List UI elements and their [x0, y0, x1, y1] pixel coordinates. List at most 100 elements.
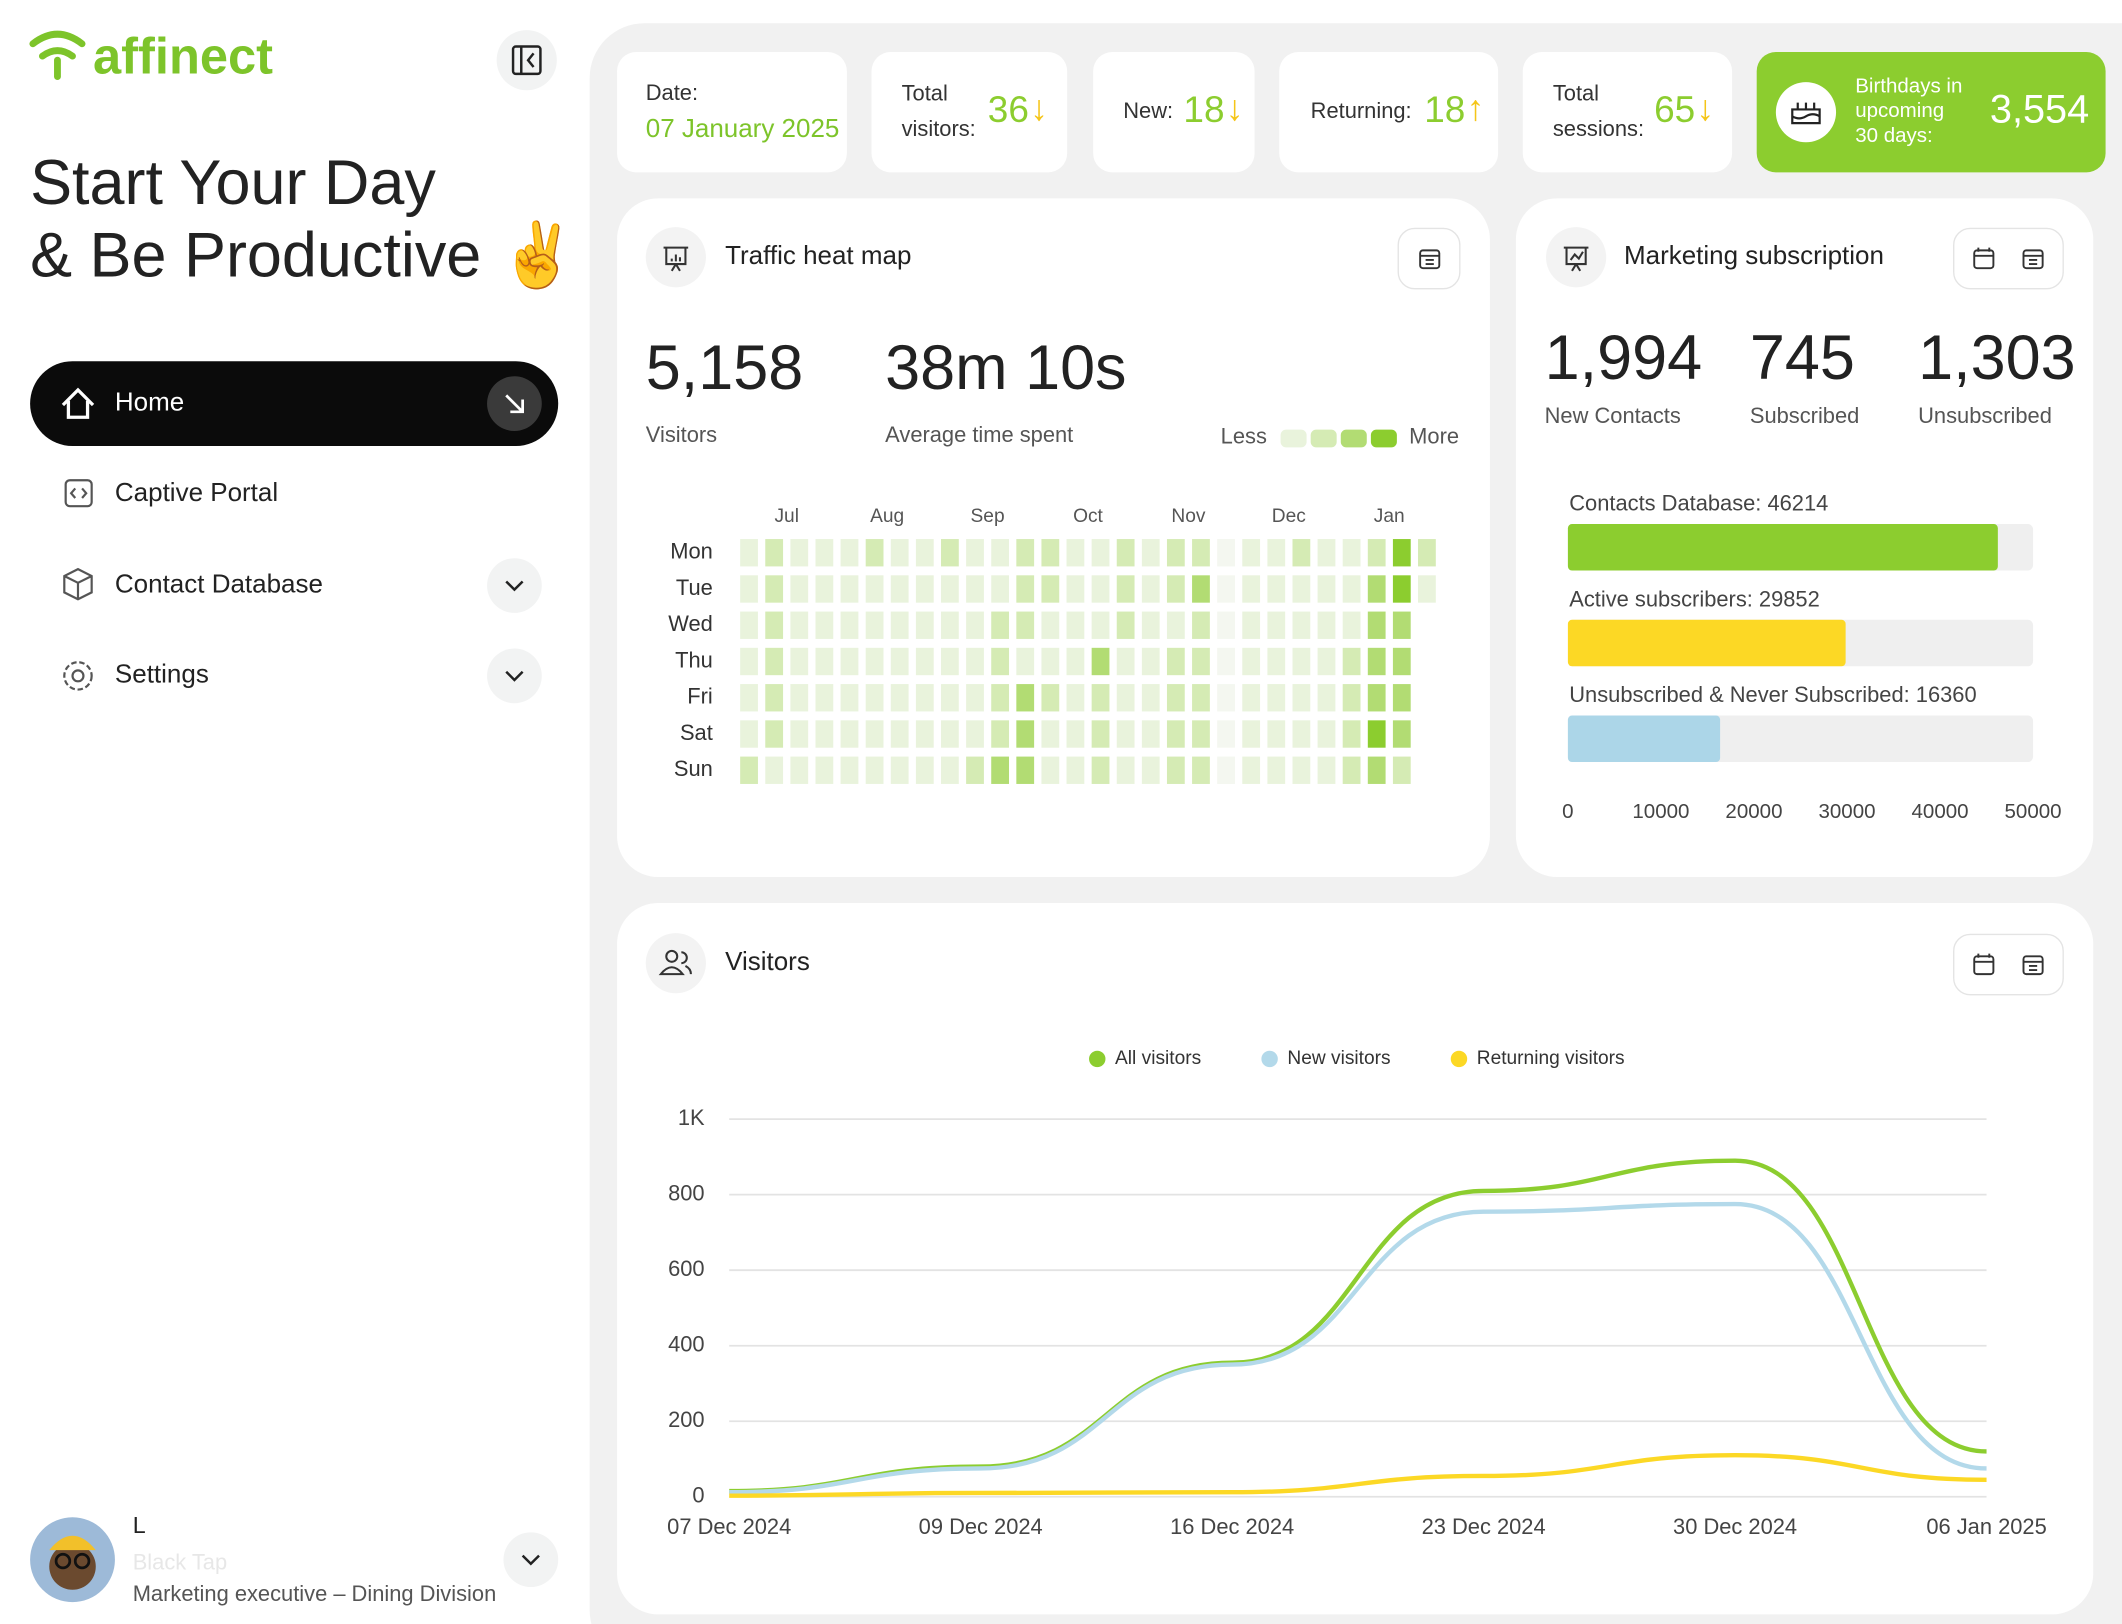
- nav-label[interactable]: Settings: [115, 659, 209, 689]
- expand-button[interactable]: [487, 558, 542, 613]
- heat-cell: [1242, 611, 1261, 639]
- heat-cell: [1242, 720, 1261, 748]
- heat-cell: [1066, 720, 1085, 748]
- heat-cell: [840, 756, 859, 784]
- heat-cell: [1267, 756, 1286, 784]
- x-tick-label: 07 Dec 2024: [667, 1514, 791, 1539]
- heat-cell: [790, 720, 809, 748]
- heat-cell: [1016, 575, 1035, 603]
- heat-cell: [1066, 575, 1085, 603]
- heat-cell: [1292, 575, 1311, 603]
- y-tick-label: 600: [668, 1256, 705, 1281]
- heat-cell: [1041, 720, 1060, 748]
- heat-cell: [740, 539, 758, 567]
- stat-value: 18: [1183, 89, 1224, 130]
- heat-cell: [1392, 647, 1411, 676]
- brand: affinect: [93, 28, 273, 85]
- heat-cell: [765, 575, 784, 603]
- heat-cell: [890, 539, 909, 567]
- y-tick-label: 0: [692, 1483, 704, 1508]
- heat-cell: [941, 720, 959, 748]
- user-menu-button[interactable]: [503, 1532, 559, 1588]
- heat-cell: [1418, 575, 1436, 603]
- heat-cell: [1166, 611, 1185, 639]
- heat-cell: [1317, 684, 1336, 712]
- heat-cell: [790, 647, 809, 676]
- x-tick-label: 23 Dec 2024: [1422, 1514, 1546, 1539]
- heat-cell: [1342, 611, 1361, 639]
- heat-cell: [1242, 539, 1261, 567]
- heat-cell: [941, 684, 959, 712]
- expand-button[interactable]: [487, 648, 542, 704]
- stat-label: Total sessions:: [1553, 80, 1644, 141]
- x-tick-label: 06 Jan 2025: [1926, 1514, 2046, 1539]
- bar-label: Contacts Database: 46214: [1569, 491, 1828, 516]
- heat-cell: [740, 684, 758, 712]
- nav-home[interactable]: [30, 361, 559, 447]
- heat-cell: [941, 611, 959, 639]
- heat-cell: [1091, 720, 1110, 748]
- heat-cell: [840, 647, 859, 676]
- heat-cell: [865, 647, 884, 676]
- heat-cell: [1041, 611, 1060, 639]
- heat-cell: [865, 611, 884, 639]
- heat-cell: [1317, 539, 1336, 567]
- y-tick-label: 400: [668, 1331, 705, 1356]
- x-tick-label: 0: [1562, 800, 1573, 823]
- heat-cell: [1392, 611, 1411, 639]
- heat-cell: [1217, 611, 1235, 639]
- card-button[interactable]: [1397, 227, 2064, 996]
- legend-swatch: [1310, 429, 1337, 448]
- legend-low: Less: [1221, 424, 1267, 449]
- heat-cell: [1166, 647, 1185, 676]
- heat-cell: [1041, 539, 1060, 567]
- heat-cell: [765, 720, 784, 748]
- heat-cell: [1217, 720, 1235, 748]
- heat-cell: [815, 684, 834, 712]
- x-tick-label: Jan: [1374, 506, 1405, 527]
- heat-cell: [1292, 684, 1311, 712]
- nav-label[interactable]: Home: [115, 386, 184, 416]
- heat-cell: [1367, 720, 1386, 748]
- heat-cell: [1317, 720, 1336, 748]
- y-tick-label: Tue: [676, 575, 713, 600]
- metric-label: Unsubscribed: [1918, 403, 2052, 428]
- birthday-tile: [1756, 51, 2106, 173]
- heat-cell: [991, 684, 1010, 712]
- heat-cell: [765, 611, 784, 639]
- heat-cell: [790, 684, 809, 712]
- heat-cell: [1192, 539, 1210, 567]
- heat-cell: [1116, 684, 1135, 712]
- heat-cell: [1292, 756, 1311, 784]
- heat-cell: [790, 575, 809, 603]
- heat-cell: [1367, 647, 1386, 676]
- heat-cell: [1217, 756, 1235, 784]
- line: [729, 1201, 1987, 1495]
- collapse-button[interactable]: [496, 30, 557, 91]
- heat-cell: [865, 539, 884, 567]
- heat-cell: [840, 684, 859, 712]
- legend-swatch: [1370, 429, 1397, 448]
- heat-cell: [1192, 647, 1210, 676]
- heat-cell: [1141, 611, 1160, 639]
- stat-value: 07 January 2025: [646, 113, 840, 143]
- nav-label[interactable]: Captive Portal: [115, 477, 278, 507]
- heat-cell: [1016, 720, 1035, 748]
- heat-cell: [765, 756, 784, 784]
- metric-label: Visitors: [646, 422, 717, 447]
- heat-cell: [1066, 647, 1085, 676]
- heat-cell: [1267, 720, 1286, 748]
- legend-high: More: [1409, 424, 1459, 449]
- heat-cell: [1016, 684, 1035, 712]
- heat-cell: [815, 647, 834, 676]
- greeting: Start Your Day: [30, 148, 436, 218]
- nav-label[interactable]: Contact Database: [115, 568, 323, 598]
- heat-cell: [740, 756, 758, 784]
- stat-trend: ↓: [1030, 88, 1048, 128]
- heat-cell: [1192, 756, 1210, 784]
- heat-cell: [966, 611, 984, 639]
- stat-trend: ↓: [1697, 88, 1715, 128]
- heat-cell: [740, 575, 758, 603]
- heat-cell: [840, 611, 859, 639]
- heat-cell: [840, 720, 859, 748]
